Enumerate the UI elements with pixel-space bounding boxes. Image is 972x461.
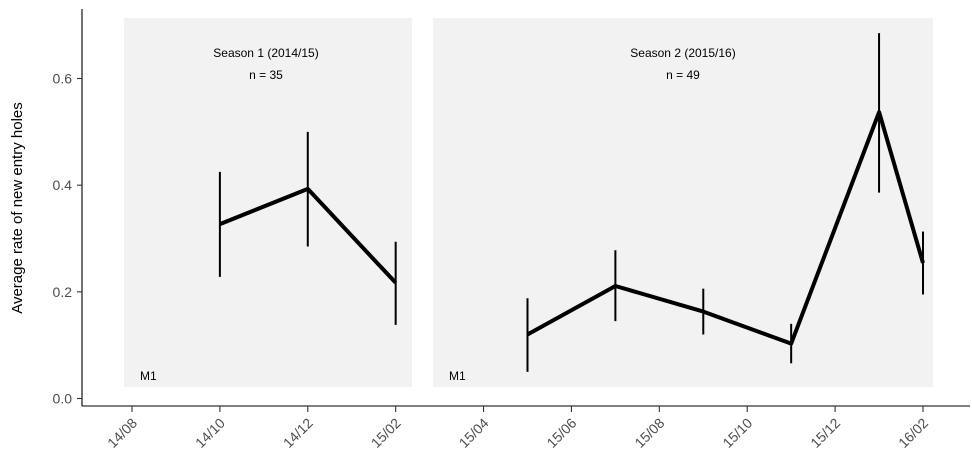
series-line (526, 110, 925, 346)
panel-n-label: n = 35 (249, 68, 283, 82)
x-tick-label: 15/12 (807, 415, 843, 451)
panel-1: Season 1 (2014/15) n = 35 M1 (124, 18, 412, 387)
panel-title: Season 1 (2014/15) (213, 46, 318, 60)
x-ticks: 14/08 14/10 14/12 15/02 15/04 15/06 15/08 15/10… (104, 406, 931, 451)
x-tick-label: 14/10 (192, 415, 228, 451)
y-tick-label: 0.4 (53, 177, 73, 193)
series-season-2 (526, 33, 925, 372)
y-tick-label: 0.2 (53, 284, 73, 300)
y-axis-title: Average rate of new entry holes (9, 102, 26, 314)
panel-tag: M1 (140, 369, 157, 383)
x-tick-label: 15/06 (543, 415, 579, 451)
x-tick-label: 14/08 (104, 415, 140, 451)
y-tick-label: 0.0 (53, 391, 73, 407)
axes (81, 9, 970, 407)
panel-tag: M1 (449, 369, 466, 383)
y-tick-label: 0.6 (53, 71, 73, 87)
x-tick-label: 16/02 (895, 415, 931, 451)
x-tick-label: 15/08 (631, 415, 667, 451)
x-tick-label: 15/04 (456, 415, 492, 451)
x-tick-label: 15/02 (368, 415, 404, 451)
panel-title: Season 2 (2015/16) (630, 46, 735, 60)
y-ticks: 0.0 0.2 0.4 0.6 (53, 71, 82, 407)
series-season-1 (218, 131, 398, 325)
x-tick-label: 15/10 (719, 415, 755, 451)
panel-background (124, 18, 412, 387)
panel-2: Season 2 (2015/16) n = 49 M1 (433, 18, 933, 387)
panel-background (433, 18, 933, 387)
panel-n-label: n = 49 (666, 68, 700, 82)
series (218, 33, 925, 372)
x-tick-label: 14/12 (280, 415, 316, 451)
